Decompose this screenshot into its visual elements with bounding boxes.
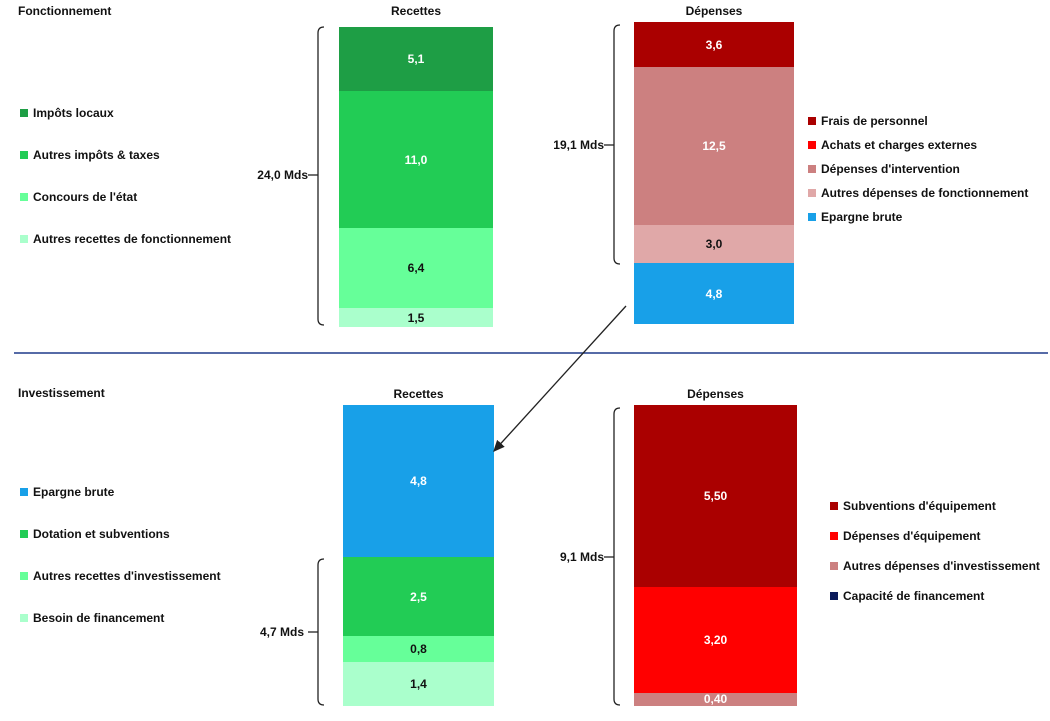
legend-label: Autres dépenses de fonctionnement bbox=[821, 186, 1029, 200]
legend-label: Autres dépenses d'investissement bbox=[843, 559, 1040, 573]
data-label: 0,8 bbox=[410, 641, 427, 656]
legend-label: Epargne brute bbox=[33, 485, 115, 499]
data-label: 4,8 bbox=[410, 474, 427, 489]
legend-swatch bbox=[808, 165, 816, 173]
data-label: 11,0 bbox=[404, 152, 428, 167]
legend-swatch bbox=[20, 235, 28, 243]
bar-segment: 2,5 bbox=[343, 557, 494, 637]
column-title: Dépenses bbox=[685, 4, 743, 18]
data-label: 3,20 bbox=[703, 632, 728, 647]
bar-segment: 4,8 bbox=[634, 263, 794, 324]
bar-segment: 0,8 bbox=[343, 636, 494, 662]
bar-segment: 1,4 bbox=[343, 661, 494, 706]
total-label: 19,1 Mds bbox=[553, 138, 604, 152]
data-label: 1,4 bbox=[410, 676, 427, 691]
legend-label: Besoin de financement bbox=[33, 611, 165, 625]
data-label: 5,1 bbox=[407, 51, 425, 66]
legend-right-item: Achats et charges externes bbox=[808, 138, 977, 152]
legend-swatch bbox=[830, 592, 838, 600]
bar-segment: 1,5 bbox=[339, 308, 493, 327]
legend-swatch bbox=[20, 151, 28, 159]
legend-left-item: Autres recettes d'investissement bbox=[20, 569, 221, 583]
bar-segment: 5,50 bbox=[634, 405, 797, 587]
data-label: 12,5 bbox=[702, 139, 726, 154]
bar-segment: 3,0 bbox=[634, 225, 794, 264]
legend-left-item: Impôts locaux bbox=[20, 106, 114, 120]
section-title: Investissement bbox=[18, 386, 105, 400]
legend-swatch bbox=[20, 530, 28, 538]
section-title: Fonctionnement bbox=[18, 4, 112, 18]
legend-left-item: Epargne brute bbox=[20, 485, 114, 499]
legend-swatch bbox=[830, 532, 838, 540]
legend-swatch bbox=[20, 488, 28, 496]
legend-swatch bbox=[830, 562, 838, 570]
total-label: 9,1 Mds bbox=[559, 550, 604, 564]
column-title: Recettes bbox=[393, 387, 444, 401]
legend-swatch bbox=[20, 614, 28, 622]
bar-segment: 3,20 bbox=[634, 586, 797, 693]
legend-label: Concours de l'état bbox=[33, 190, 138, 204]
legend-left-item: Autres impôts & taxes bbox=[20, 148, 160, 162]
legend-swatch bbox=[830, 502, 838, 510]
legend-right-item: Capacité de financement bbox=[830, 589, 984, 603]
data-label: 0,40 bbox=[703, 692, 728, 707]
legend-label: Dotation et subventions bbox=[33, 527, 170, 541]
legend-label: Capacité de financement bbox=[843, 589, 985, 603]
data-label: 5,50 bbox=[703, 488, 728, 503]
legend-right-item: Dépenses d'intervention bbox=[808, 162, 960, 176]
legend-label: Achats et charges externes bbox=[821, 138, 978, 152]
legend-left-item: Concours de l'état bbox=[20, 190, 137, 204]
data-label: 3,6 bbox=[705, 37, 723, 52]
total-label: 24,0 Mds bbox=[257, 168, 308, 182]
bracket bbox=[613, 407, 621, 706]
legend-label: Frais de personnel bbox=[821, 114, 928, 128]
legend-right-item: Epargne brute bbox=[808, 210, 902, 224]
legend-label: Dépenses d'équipement bbox=[843, 529, 981, 543]
legend-swatch bbox=[808, 189, 816, 197]
data-label: 2,5 bbox=[410, 589, 427, 604]
bar-segment: 4,8 bbox=[343, 405, 494, 558]
legend-label: Autres impôts & taxes bbox=[33, 148, 160, 162]
legend-left-item: Besoin de financement bbox=[20, 611, 164, 625]
bracket bbox=[317, 558, 325, 706]
legend-swatch bbox=[20, 572, 28, 580]
legend-right-item: Subventions d'équipement bbox=[830, 499, 996, 513]
data-label: 6,4 bbox=[407, 261, 425, 276]
legend-label: Autres recettes de fonctionnement bbox=[33, 232, 232, 246]
bar-segment: 3,6 bbox=[634, 22, 794, 68]
legend-label: Autres recettes d'investissement bbox=[33, 569, 221, 583]
bar-segment: 11,0 bbox=[339, 90, 493, 229]
legend-label: Impôts locaux bbox=[33, 106, 114, 120]
legend-right-item: Dépenses d'équipement bbox=[830, 529, 981, 543]
legend-swatch bbox=[808, 117, 816, 125]
legend-swatch bbox=[20, 109, 28, 117]
bar-segment: 12,5 bbox=[634, 67, 794, 226]
column-title: Dépenses bbox=[687, 387, 744, 401]
bar-segment: 6,4 bbox=[339, 228, 493, 309]
column-title: Recettes bbox=[390, 4, 442, 18]
legend-swatch bbox=[20, 193, 28, 201]
bar-segment: 0,40 bbox=[634, 692, 797, 707]
legend-swatch bbox=[808, 141, 816, 149]
legend-left-item: Autres recettes de fonctionnement bbox=[20, 232, 231, 246]
total-label: 4,7 Mds bbox=[259, 625, 304, 639]
legend-right-item: Autres dépenses de fonctionnement bbox=[808, 186, 1028, 200]
bracket bbox=[317, 26, 325, 326]
legend-label: Epargne brute bbox=[821, 210, 903, 224]
transfer-arrow bbox=[493, 305, 627, 452]
data-label: 1,5 bbox=[407, 310, 425, 325]
legend-label: Subventions d'équipement bbox=[843, 499, 996, 513]
data-label: 4,8 bbox=[705, 286, 723, 301]
legend-swatch bbox=[808, 213, 816, 221]
legend-left-item: Dotation et subventions bbox=[20, 527, 170, 541]
legend-right-item: Autres dépenses d'investissement bbox=[830, 559, 1040, 573]
data-label: 3,0 bbox=[705, 237, 723, 252]
legend-label: Dépenses d'intervention bbox=[821, 162, 960, 176]
legend-right-item: Frais de personnel bbox=[808, 114, 928, 128]
bracket bbox=[613, 24, 621, 265]
bar-segment: 5,1 bbox=[339, 27, 493, 91]
